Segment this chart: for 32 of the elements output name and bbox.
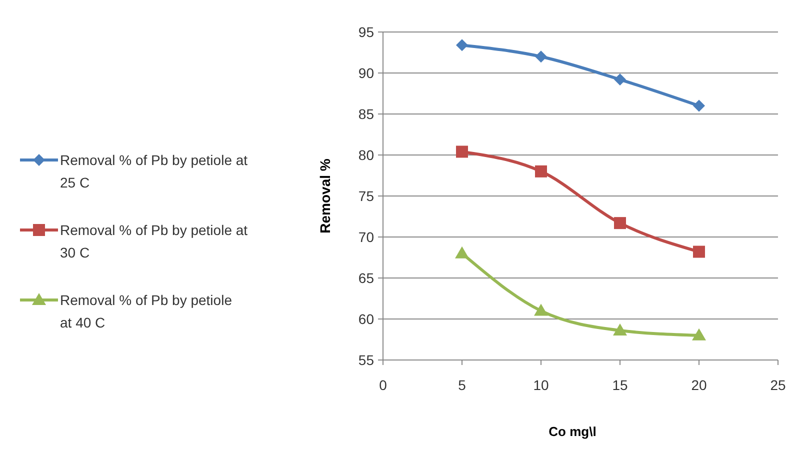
point (692, 328, 706, 340)
y-tick-label: 75 (358, 188, 374, 204)
point (535, 50, 547, 63)
y-tick-label: 60 (358, 310, 374, 327)
legend-label: Removal % of Pb by petiole at 40 C (60, 292, 232, 330)
x-tick-label: 20 (691, 377, 707, 393)
point (693, 246, 705, 258)
x-tick-label: 5 (458, 377, 466, 393)
legend-label: Removal % of Pb by petiole at 30 C (60, 222, 248, 260)
point (534, 304, 548, 316)
point (456, 39, 468, 52)
y-axis-title: Removal % (317, 158, 333, 234)
legend-label: Removal % of Pb by petiole at 25 C (60, 152, 248, 190)
y-tick-label: 70 (358, 228, 374, 245)
point (613, 323, 627, 336)
y-tick-label: 95 (358, 24, 374, 40)
y-tick-label: 65 (358, 270, 374, 286)
y-tick-label: 55 (358, 352, 374, 368)
point (455, 246, 469, 258)
x-tick-label: 10 (533, 377, 549, 393)
point (614, 74, 626, 86)
point (693, 100, 705, 112)
point (614, 217, 626, 230)
x-tick-label: 25 (770, 377, 786, 393)
y-tick-label: 90 (358, 64, 374, 81)
y-tick-label: 85 (358, 106, 374, 122)
x-axis-title: Co mg\l (548, 424, 596, 439)
point (456, 146, 468, 158)
y-tick-label: 80 (358, 146, 374, 163)
x-tick-label: 0 (379, 377, 388, 393)
point (535, 165, 547, 178)
x-tick-label: 15 (612, 377, 628, 393)
